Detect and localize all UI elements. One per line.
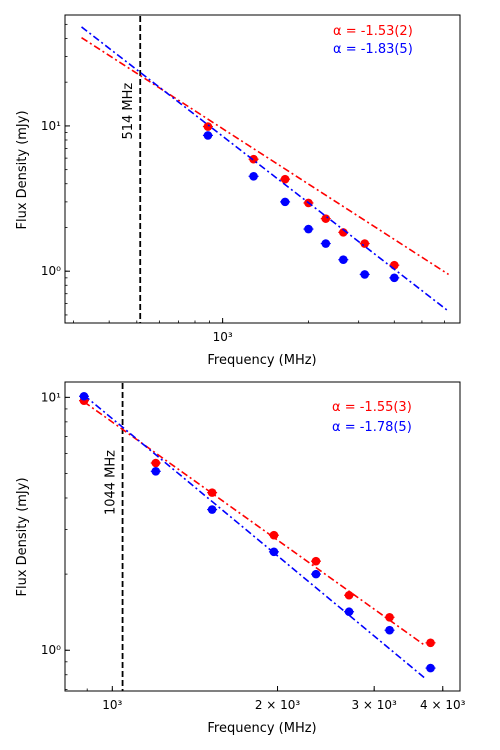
bottom-red-fit-line [83,401,425,646]
top-x-axis-label: Frequency (MHz) [207,353,316,368]
bottom-red-data-point [426,638,435,648]
top-reference-line-label: 514 MHz [121,83,136,140]
top-red-data-point [339,228,348,237]
top-blue-data-point [360,270,370,279]
bottom-blue-data-point [151,467,161,476]
bottom-red-data-point [269,530,279,540]
top-legend-blue-fit: α = -1.83(5) [333,42,413,57]
top-blue-data-point [304,224,313,234]
bottom-plot-frame [64,381,461,692]
bottom-legend-red-fit: α = -1.55(3) [332,400,412,415]
top-panel: 10³ 10⁰ 10¹ 514 MHz Frequency (MHz) Flux De… [15,14,461,368]
top-red-data-point [321,214,331,223]
top-red-data-point [389,260,399,270]
top-blue-data-point [339,255,348,264]
bottom-blue-data-point [269,547,279,557]
top-blue-data-point [389,273,399,283]
bottom-x-axis-label: Frequency (MHz) [207,721,316,736]
bottom-blue-data-point [385,625,394,635]
bottom-y-tick-label: 10⁰ [41,643,61,657]
bottom-blue-data-point [426,663,435,673]
top-blue-fit-line [81,26,450,312]
bottom-y-tick-label: 10¹ [41,390,61,404]
bottom-blue-fit-line [83,394,425,679]
bottom-blue-data-point [311,569,321,579]
top-red-fit-line [81,36,449,276]
top-red-data-point [360,239,370,248]
top-blue-data-point [249,171,258,181]
bottom-red-data-point [151,458,161,468]
bottom-red-data-point [311,556,321,566]
bottom-x-tick-label: 4 × 10³ [420,698,466,712]
top-x-tick-label: 10³ [213,330,233,344]
bottom-reference-line-label: 1044 MHz [104,450,119,515]
top-y-axis-label: Flux Density (mJy) [15,110,30,229]
bottom-red-data-point [385,612,394,622]
top-blue-data-point [321,239,331,248]
bottom-blue-data-point [344,607,354,617]
top-y-tick-label: 10⁰ [41,264,61,278]
top-legend-red-fit: α = -1.53(2) [333,24,413,39]
bottom-x-tick-label: 2 × 10³ [255,698,301,712]
top-y-tick-label: 10¹ [41,119,61,133]
top-red-data-point [203,122,213,131]
top-blue-data-point [203,131,213,140]
top-chart-marks: 10³ 10⁰ 10¹ 514 MHz [41,16,450,344]
bottom-red-data-point [344,590,354,600]
bottom-red-data-point [207,488,217,497]
top-plot-frame [64,14,461,324]
bottom-blue-data-point [207,505,217,514]
bottom-blue-data-point [79,391,89,401]
bottom-legend-blue-fit: α = -1.78(5) [332,420,412,435]
top-red-data-point [280,174,290,184]
bottom-x-tick-label: 3 × 10³ [351,698,397,712]
bottom-chart-marks: 10³ 2 × 10³ 3 × 10³ 4 × 10³ 10⁰ 10¹ 1044 MHz [41,383,466,712]
bottom-panel: 10³ 2 × 10³ 3 × 10³ 4 × 10³ 10⁰ 10¹ 1044 MHz F… [15,381,466,736]
bottom-x-tick-label: 10³ [102,698,122,712]
top-blue-data-point [280,197,290,207]
bottom-y-axis-label: Flux Density (mJy) [15,477,30,596]
